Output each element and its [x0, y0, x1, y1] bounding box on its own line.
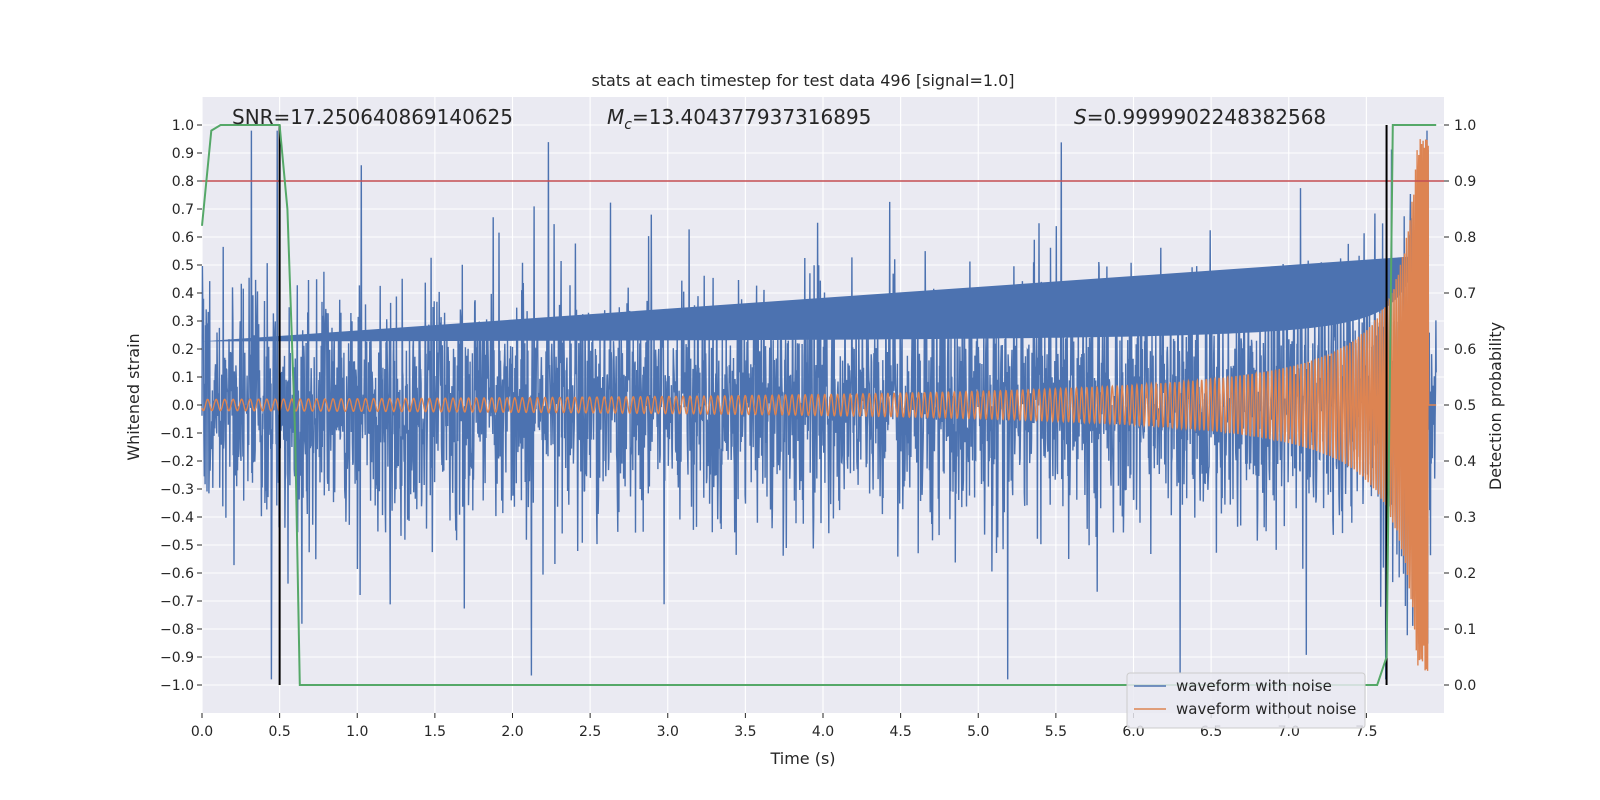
mc-symbol: M: [607, 105, 624, 129]
x-tick-label: 3.5: [734, 724, 756, 740]
x-tick-label: 0.5: [268, 724, 290, 740]
legend-label-noisy: waveform with noise: [1176, 677, 1332, 695]
y2-tick-label: 0.3: [1454, 510, 1476, 526]
chart-title: stats at each timestep for test data 496…: [591, 71, 1014, 90]
y-tick-label: 0.6: [172, 230, 194, 246]
y2-axis-label: Detection probability: [1486, 322, 1505, 490]
y2-tick-label: 0.1: [1454, 622, 1476, 638]
mc-subscript: c: [624, 117, 632, 133]
y2-tick-label: 0.0: [1454, 678, 1476, 694]
x-tick-label: 5.5: [1045, 724, 1067, 740]
y-tick-label: −1.0: [160, 678, 194, 694]
legend-box: [1126, 672, 1366, 729]
y-axis-label: Whitened strain: [124, 333, 143, 460]
y-tick-label: 0.1: [172, 370, 194, 386]
y-tick-label: −0.4: [160, 510, 194, 526]
y-tick-label: 1.0: [172, 118, 194, 134]
y-tick-label: −0.8: [160, 622, 194, 638]
y2-tick-label: 0.7: [1454, 286, 1476, 302]
x-tick-label: 4.0: [812, 724, 834, 740]
y-axis-ticks: −1.0 −0.9 −0.8 −0.7 −0.6 −0.5 −0.4 −0.3 −0.2 −0.1…: [160, 118, 202, 694]
y-tick-label: 0.8: [172, 174, 194, 190]
y-tick-label: −0.6: [160, 566, 194, 582]
series-noisy-waveform: [201, 130, 1437, 680]
y-tick-label: 0.5: [172, 258, 194, 274]
y-tick-label: 0.7: [172, 202, 194, 218]
y2-tick-label: 0.2: [1454, 566, 1476, 582]
y-tick-label: −0.7: [160, 594, 194, 610]
chirp-mass-annotation: Mc=13.404377937316895: [607, 105, 871, 133]
y-tick-label: −0.2: [160, 454, 194, 470]
x-tick-label: 4.5: [889, 724, 911, 740]
x-tick-label: 1.0: [346, 724, 368, 740]
detection-probability-line: [201, 124, 1437, 686]
mc-value: =13.404377937316895: [632, 105, 871, 129]
s-value: =0.9999902248382568: [1087, 105, 1326, 129]
y2-tick-label: 0.4: [1454, 454, 1476, 470]
y-tick-label: 0.4: [172, 286, 194, 302]
y-tick-label: 0.3: [172, 314, 194, 330]
y2-tick-label: 0.5: [1454, 398, 1476, 414]
y2-tick-label: 1.0: [1454, 118, 1476, 134]
x-axis-label: Time (s): [769, 749, 835, 768]
y2-axis-ticks: 0.0 0.1 0.2 0.3 0.4 0.5 0.6 0.7 0.8 0.9 1.0: [1444, 118, 1476, 694]
clean-waveform-line: [201, 139, 1437, 671]
y-tick-label: −0.5: [160, 538, 194, 554]
x-tick-label: 2.5: [579, 724, 601, 740]
noisy-waveform-band: [202, 255, 1431, 342]
y2-tick-label: 0.8: [1454, 230, 1476, 246]
x-tick-label: 1.5: [424, 724, 446, 740]
y-tick-label: 0.9: [172, 146, 194, 162]
series-clean-waveform: [201, 139, 1437, 671]
y-tick-label: −0.3: [160, 482, 194, 498]
y-tick-label: 0.0: [172, 398, 194, 414]
y2-tick-label: 0.6: [1454, 342, 1476, 358]
x-tick-label: 2.0: [501, 724, 523, 740]
score-annotation: S=0.9999902248382568: [1074, 105, 1326, 129]
y2-tick-label: 0.9: [1454, 174, 1476, 190]
y-tick-label: −0.9: [160, 650, 194, 666]
y-tick-label: −0.1: [160, 426, 194, 442]
x-tick-label: 0.0: [191, 724, 213, 740]
y-tick-label: 0.2: [172, 342, 194, 358]
legend: waveform with noise waveform without noi…: [1126, 672, 1366, 729]
x-tick-label: 3.0: [657, 724, 679, 740]
s-symbol: S: [1074, 105, 1087, 129]
legend-label-clean: waveform without noise: [1176, 700, 1356, 718]
x-tick-label: 5.0: [967, 724, 989, 740]
snr-annotation: SNR=17.250640869140625: [232, 105, 513, 129]
noisy-waveform-line: [201, 130, 1437, 680]
series-detection-probability: [201, 124, 1444, 686]
